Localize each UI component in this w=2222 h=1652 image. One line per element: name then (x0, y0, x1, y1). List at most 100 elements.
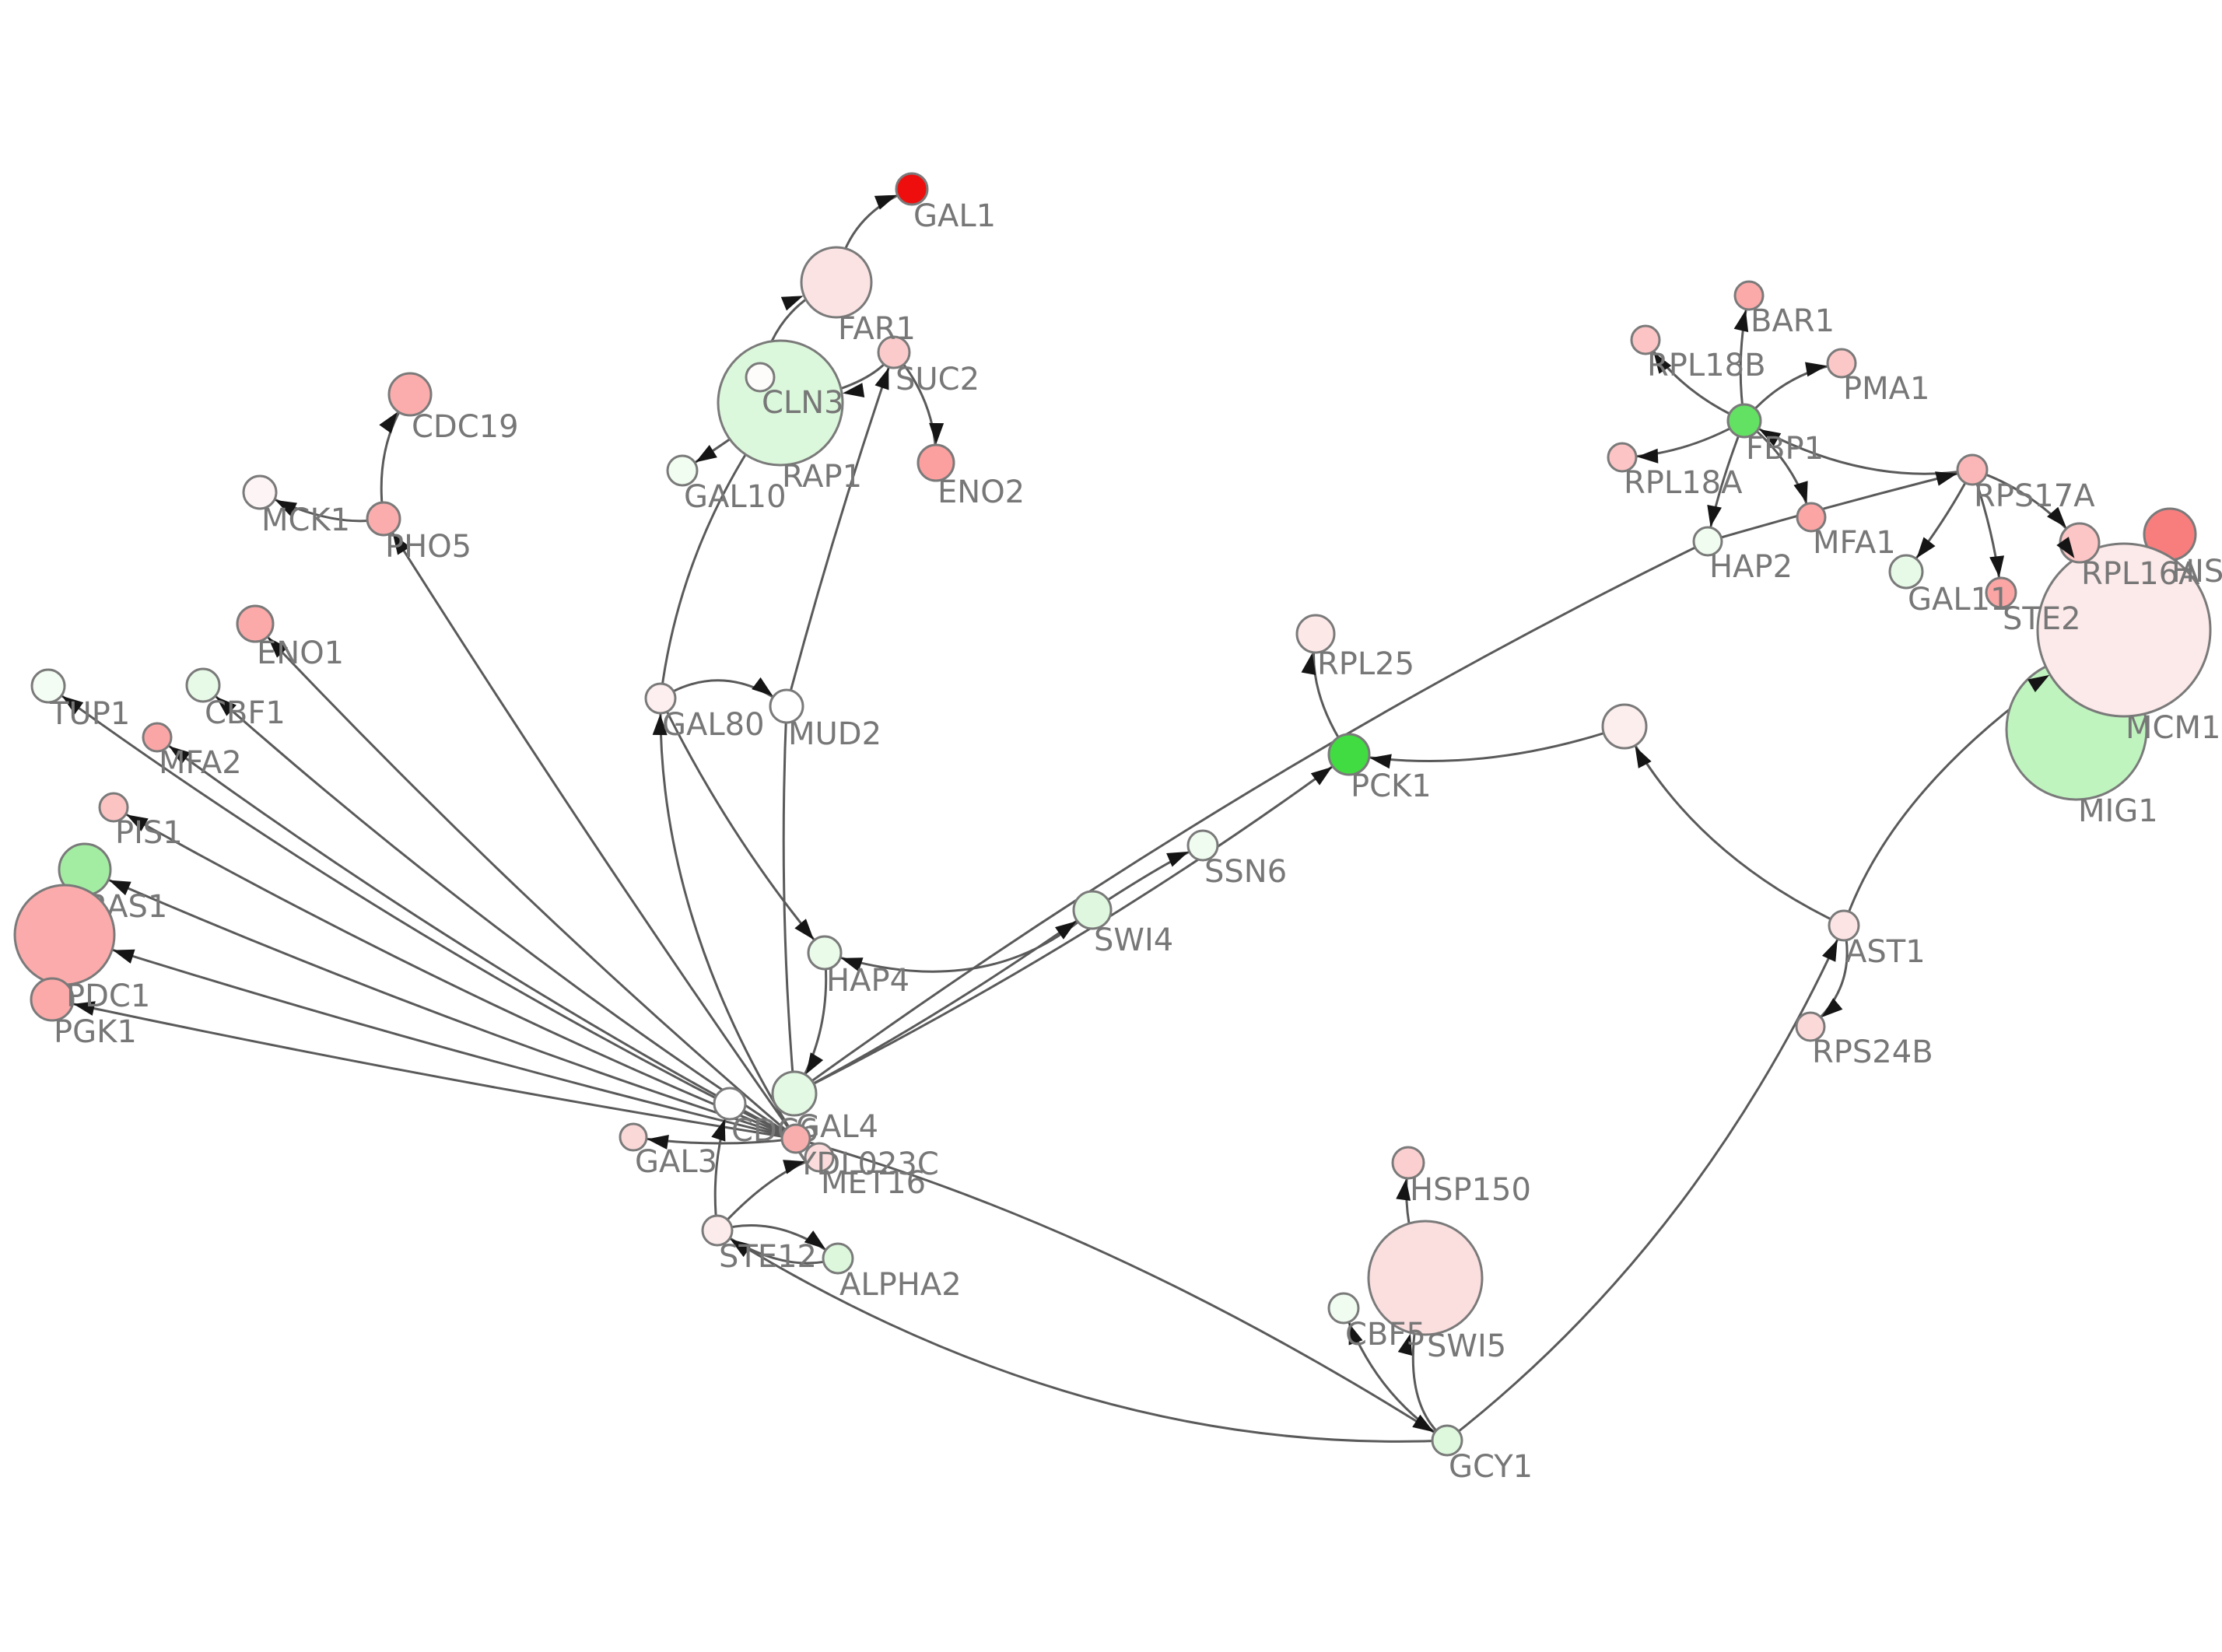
node-MCK1[interactable] (242, 474, 278, 510)
node-label-PGK1: PGK1 (54, 1014, 137, 1050)
arrowhead-HAP2-RPS17A (1935, 471, 1957, 486)
arrowhead-PHO5-CDC19 (379, 411, 398, 434)
edge-YDL023C-TUP1[interactable] (47, 684, 797, 1140)
node-CLN3[interactable] (745, 362, 776, 393)
arrowhead-STE12-MET16 (783, 1160, 805, 1174)
node-unnamed[interactable] (1601, 703, 1648, 750)
node-GCY1[interactable] (1431, 1424, 1463, 1457)
node-MFA1[interactable] (1796, 502, 1827, 533)
edge-YDL023C-PIS1[interactable] (113, 806, 797, 1140)
edge-MUD2-SUC2[interactable] (785, 352, 895, 707)
node-MUD2[interactable] (769, 688, 804, 724)
edge-YDL023C-MFA2[interactable] (156, 736, 797, 1140)
edge-GCY1-AST1[interactable] (1446, 925, 1845, 1442)
edge-STE12-GCY1[interactable] (717, 1229, 1448, 1443)
edge-YDL023C-CBF1[interactable] (202, 684, 797, 1140)
arrowhead-YDL023C-TUP1 (61, 695, 84, 715)
edge-YDL023C-GCY1[interactable] (795, 1137, 1448, 1442)
node-AST1[interactable] (1828, 909, 1860, 942)
edge-YDL023C-PGK1[interactable] (51, 998, 797, 1140)
node-STE12[interactable] (701, 1214, 734, 1247)
edge-HAP2-RPS17A[interactable] (1707, 468, 1973, 543)
node-BAR1[interactable] (1733, 280, 1765, 311)
edge-YDL023C-PDC1[interactable] (64, 933, 797, 1140)
node-label-CBF1: CBF1 (205, 695, 286, 731)
node-label-RPL18B: RPL18B (1647, 348, 1766, 383)
arrowhead-SWI4-SSN6 (1166, 851, 1189, 867)
edge-FBP1-RPL18A[interactable] (1621, 419, 1745, 459)
arrowhead-YDL023C-PHO5 (392, 533, 411, 555)
node-GAL4[interactable] (771, 1070, 818, 1117)
arrowhead-RPS17A-GAL11 (1916, 537, 1936, 558)
node-CBF1[interactable] (185, 667, 221, 703)
node-ENO1[interactable] (236, 604, 275, 643)
node-YDL023C[interactable] (780, 1123, 811, 1154)
arrowhead-FAR1-GAL1 (874, 194, 897, 210)
node-SSN6[interactable] (1186, 829, 1219, 862)
arrowhead-YDL023C-GAL80 (652, 713, 668, 736)
node-ENO2[interactable] (916, 443, 955, 482)
node-PCK1[interactable] (1327, 733, 1371, 776)
node-SUC2[interactable] (877, 335, 911, 369)
node-PDC1[interactable] (13, 884, 116, 986)
edge-GAL80-HAP4[interactable] (659, 698, 826, 954)
node-CBF5[interactable] (1327, 1292, 1360, 1325)
node-label-RPL25: RPL25 (1317, 646, 1414, 682)
arrowhead-GAL4-SWI4 (1055, 921, 1077, 940)
node-label-MFA2: MFA2 (159, 745, 242, 781)
node-RPL18A[interactable] (1607, 442, 1638, 473)
node-PIS1[interactable] (98, 792, 129, 823)
node-CDC6[interactable] (713, 1087, 747, 1121)
node-SWI5[interactable] (1367, 1220, 1484, 1336)
node-label-RPS17A: RPS17A (1974, 478, 2095, 514)
node-GAL11[interactable] (1888, 554, 1924, 590)
node-RPS24B[interactable] (1795, 1011, 1826, 1042)
node-STE2[interactable] (1985, 576, 2017, 609)
node-RPL25[interactable] (1295, 614, 1336, 654)
node-HAP4[interactable] (807, 935, 843, 971)
node-ALPHA2[interactable] (822, 1242, 854, 1275)
arrowhead-unnamed-PCK1 (1369, 754, 1392, 769)
node-FBP1[interactable] (1726, 403, 1762, 439)
edge-MUD2-GAL4[interactable] (782, 705, 796, 1094)
node-GAL80[interactable] (644, 682, 677, 715)
node-GAL3[interactable] (619, 1122, 648, 1152)
arrowhead-GCY1-AST1 (1821, 940, 1838, 962)
edge-GAL4-HAP2[interactable] (794, 540, 1709, 1095)
edge-YDL023C-RAS1[interactable] (84, 868, 797, 1140)
node-PMA1[interactable] (1826, 348, 1857, 379)
arrowhead-RPS17A-STE2 (1989, 555, 2005, 578)
edge-YDL023C-ENO1[interactable] (254, 622, 797, 1140)
edge-GAL80-MUD2[interactable] (660, 679, 787, 708)
edge-GAL4-SWI4[interactable] (794, 908, 1093, 1095)
edge-GAL4-PCK1[interactable] (794, 753, 1350, 1095)
arrowhead-GAL4-PCK1 (1310, 766, 1333, 786)
arrowhead-SUC2-RAP1 (843, 383, 865, 397)
node-SWI4[interactable] (1072, 890, 1113, 930)
node-GAL1[interactable] (895, 172, 929, 206)
node-FAR1[interactable] (800, 246, 873, 319)
arrowhead-YDL023C-ENO1 (268, 637, 288, 658)
node-HSP150[interactable] (1391, 1146, 1425, 1180)
arrowhead-PHO5-MCK1 (275, 499, 298, 516)
arrowhead-ALPHA2-STE12 (730, 1239, 752, 1258)
node-MFA2[interactable] (142, 722, 173, 753)
edge-YDL023C-GAL80[interactable] (659, 698, 797, 1139)
node-label-HIS4: HIS4 (2171, 554, 2222, 590)
node-TUP1[interactable] (30, 668, 66, 704)
arrowhead-RPS17A-RPL16A (2047, 506, 2066, 528)
node-PGK1[interactable] (30, 977, 75, 1022)
node-HAP2[interactable] (1692, 526, 1723, 557)
node-RPL18B[interactable] (1630, 324, 1661, 355)
node-RPS17A[interactable] (1956, 453, 1989, 486)
node-MET16[interactable] (804, 1142, 835, 1173)
node-GAL10[interactable] (666, 454, 699, 487)
node-CDC19[interactable] (387, 372, 433, 417)
arrowhead-STE12-CDC6 (711, 1118, 726, 1142)
node-MCM1[interactable] (2036, 542, 2212, 718)
edge-YDL023C-PHO5[interactable] (382, 518, 797, 1139)
edge-AST1-unnamed[interactable] (1623, 726, 1845, 927)
arrowhead-YDL023C-GAL3 (647, 1135, 669, 1150)
node-PHO5[interactable] (366, 501, 401, 537)
